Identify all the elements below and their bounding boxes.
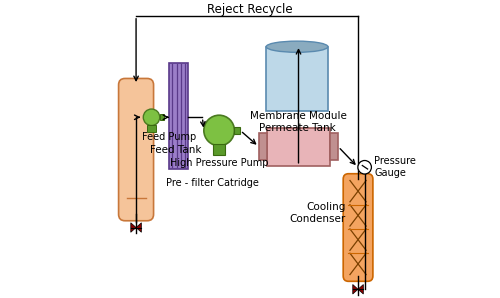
Text: Membrane Module: Membrane Module <box>250 111 347 121</box>
FancyBboxPatch shape <box>343 174 373 281</box>
Bar <box>234 127 240 134</box>
Text: Pre - filter Catridge: Pre - filter Catridge <box>166 179 259 188</box>
Text: Reject Recycle: Reject Recycle <box>207 3 293 16</box>
Circle shape <box>204 115 234 146</box>
Text: Pressure
Gauge: Pressure Gauge <box>374 156 416 178</box>
Circle shape <box>358 161 372 174</box>
Text: Cooling
Condenser: Cooling Condenser <box>290 202 346 224</box>
Polygon shape <box>136 223 141 232</box>
Ellipse shape <box>266 41 328 52</box>
Polygon shape <box>131 223 136 232</box>
Bar <box>148 125 156 132</box>
Text: Feed Pump: Feed Pump <box>142 132 196 142</box>
Bar <box>169 63 188 169</box>
Bar <box>259 133 267 161</box>
Text: Feed Tank: Feed Tank <box>150 145 202 155</box>
Bar <box>266 47 328 111</box>
Bar <box>330 133 338 161</box>
Bar <box>160 114 164 120</box>
Text: Permeate Tank: Permeate Tank <box>258 122 336 133</box>
Bar <box>267 128 330 166</box>
Polygon shape <box>358 285 364 294</box>
Circle shape <box>144 109 160 125</box>
Bar <box>214 144 225 155</box>
Polygon shape <box>353 285 358 294</box>
Text: High Pressure Pump: High Pressure Pump <box>170 159 268 168</box>
FancyBboxPatch shape <box>118 78 154 221</box>
